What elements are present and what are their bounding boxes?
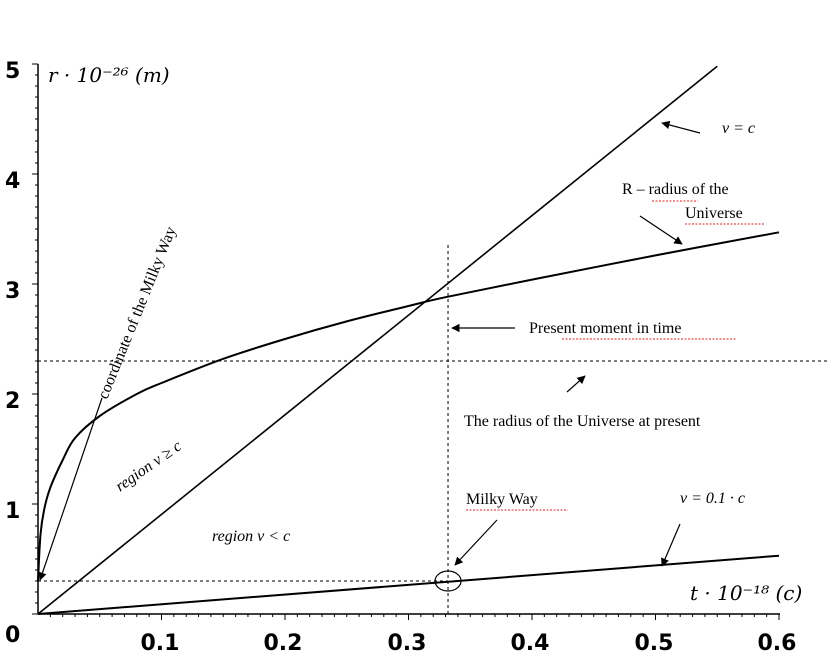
- axis-ticks: [32, 63, 780, 620]
- y-tick-label-3: 3: [5, 279, 20, 304]
- milky-way-circle-marker: [434, 570, 462, 592]
- arrow-radius-universe: [639, 215, 683, 245]
- x-tick-labels: 0.1 0.2 0.3 0.4 0.5 0.6: [141, 631, 797, 656]
- arrow-radius-at-present: [566, 375, 586, 393]
- x-axis-label: t · 10⁻¹⁸ (c): [690, 581, 802, 605]
- y-tick-label-4: 4: [5, 169, 20, 194]
- series-v-equals-c-line: [37, 65, 718, 615]
- label-radius-line2: Universe: [685, 205, 743, 222]
- x-tick-label-0.3: 0.3: [388, 631, 427, 656]
- label-region-lt: region v < c: [212, 528, 290, 545]
- y-tick-label-0: 0: [5, 623, 20, 648]
- x-tick-label-0.1: 0.1: [141, 631, 180, 656]
- x-tick-label-0.5: 0.5: [635, 631, 674, 656]
- y-tick-label-2: 2: [5, 389, 20, 414]
- label-coordinate: coordinate of the Milky Way: [95, 224, 180, 401]
- arrow-coordinate: [38, 397, 103, 581]
- x-tick-label-0.2: 0.2: [264, 631, 303, 656]
- x-tick-label-0.6: 0.6: [758, 631, 797, 656]
- series-radius-universe-curve: [37, 231, 780, 582]
- y-tick-label-5: 5: [5, 59, 20, 84]
- label-milky-way: Milky Way: [466, 491, 538, 508]
- y-axis-label: r · 10⁻²⁶ (m): [48, 63, 170, 87]
- arrow-v-equals-c: [661, 120, 701, 134]
- label-region-ge: region v ≥ c: [113, 438, 185, 496]
- label-radius-at-present: The radius of the Universe at present: [464, 413, 701, 430]
- label-radius-line1: R – radius of the: [622, 181, 729, 198]
- y-tick-label-1: 1: [5, 499, 20, 524]
- label-present-moment: Present moment in time: [529, 320, 681, 337]
- label-v-tenth-c: v = 0.1 · c: [680, 490, 745, 507]
- arrow-v-tenth-c: [661, 523, 681, 567]
- label-v-equals-c: v = c: [722, 120, 755, 137]
- y-tick-labels: 0 1 2 3 4 5: [5, 59, 20, 648]
- x-tick-label-0.4: 0.4: [511, 631, 550, 656]
- series-v-tenth-c-line: [37, 554, 780, 615]
- arrow-milky-way: [454, 519, 498, 566]
